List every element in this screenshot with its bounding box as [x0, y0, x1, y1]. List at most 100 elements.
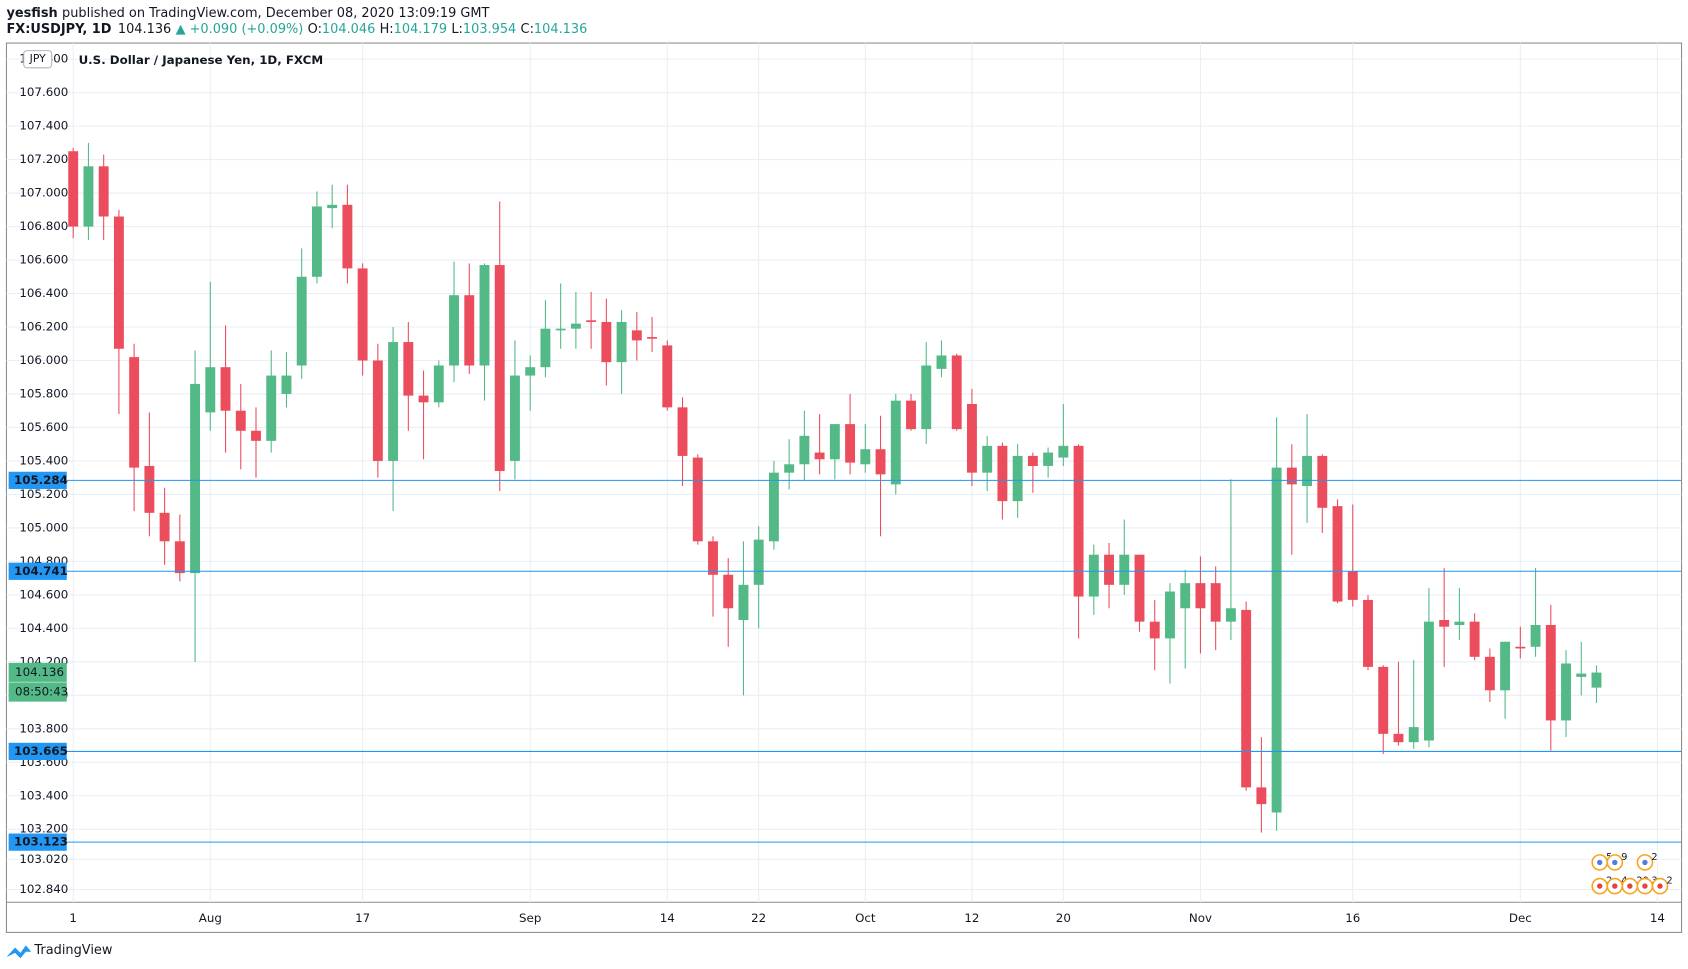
x-tick-label: Aug [199, 911, 222, 925]
candle-body [1408, 727, 1419, 743]
candle-body [357, 268, 368, 361]
candle-body [1545, 625, 1556, 721]
candle-body [1058, 445, 1069, 458]
candle-body [1302, 455, 1313, 487]
candle-body [1088, 554, 1099, 597]
candle-body [129, 357, 140, 468]
y-tick-label: 106.400 [19, 286, 68, 300]
event-dot [1597, 883, 1603, 889]
candle-body [662, 345, 673, 408]
header-line: yesfish published on TradingView.com, Dec… [6, 5, 489, 20]
event-count: 2 [1666, 876, 1672, 887]
candle-body [1256, 787, 1267, 805]
ohlc-label: O: [308, 22, 322, 37]
candle-body [890, 400, 901, 485]
brand-name: TradingView [33, 943, 112, 958]
candle-body [1332, 506, 1343, 602]
y-tick-label: 104.400 [19, 621, 68, 635]
candle-body [845, 424, 856, 463]
candle-body [1469, 621, 1480, 657]
y-tick-label: 107.200 [19, 152, 68, 166]
candle-body [1500, 641, 1511, 691]
currency-label: JPY [29, 52, 46, 65]
candle-body [311, 206, 322, 277]
currency-badge [23, 50, 53, 69]
candle-body [966, 404, 977, 473]
candle-body [388, 342, 399, 461]
candle-body [1378, 666, 1389, 734]
y-tick-label: 103.200 [19, 822, 68, 836]
price-line-badge [8, 562, 67, 580]
candle-body [1104, 554, 1114, 585]
candle-body [1439, 619, 1450, 627]
author: yesfish [6, 5, 57, 20]
ohlc-value: 104.179 [394, 22, 447, 37]
change: ▲ +0.090 (+0.09%) [176, 22, 304, 37]
candle-body [83, 166, 94, 227]
candle-body [723, 574, 734, 609]
x-tick-label: 16 [1345, 911, 1360, 925]
candle-body [1591, 672, 1602, 688]
y-tick-label: 102.840 [19, 882, 68, 896]
candle-body [1393, 733, 1404, 743]
candle-body [1119, 554, 1130, 585]
candle-body [449, 295, 459, 366]
candle-body [144, 465, 155, 513]
candle-body [1241, 609, 1252, 788]
brand: TradingView [6, 943, 113, 959]
candle-body [479, 265, 490, 366]
candle-body [677, 407, 688, 456]
event-dot [1657, 883, 1663, 889]
candle-body [647, 337, 658, 339]
candle-body [1149, 621, 1160, 639]
candle-body [235, 410, 246, 431]
candle-body [1317, 455, 1328, 508]
candle-body [281, 375, 292, 394]
candle-body [98, 166, 109, 217]
x-tick-label: 17 [355, 911, 370, 925]
candle-body [692, 457, 703, 542]
candle-body [342, 204, 353, 269]
candle-body [174, 541, 185, 574]
candle-body [464, 295, 475, 366]
event-dot [1642, 883, 1648, 889]
ohlc-label: H: [380, 22, 394, 37]
x-tick-label: Dec [1509, 911, 1532, 925]
candle-body [525, 367, 536, 376]
candle-body [753, 539, 764, 585]
price-line-badge [8, 742, 67, 761]
candle-body [784, 464, 795, 473]
y-tick-label: 107.600 [19, 85, 68, 99]
candle-body [1073, 445, 1084, 597]
y-tick-label: 103.020 [19, 852, 68, 866]
y-tick-label: 107.000 [19, 186, 68, 200]
y-tick-label: 105.600 [19, 420, 68, 434]
x-tick-label: 14 [660, 911, 675, 925]
candle-body [403, 342, 414, 396]
event-dot [1612, 859, 1618, 866]
candle-body [494, 265, 505, 471]
candle-body [555, 328, 566, 331]
y-tick-label: 106.600 [19, 253, 68, 267]
x-tick-label: 12 [964, 911, 979, 925]
candle-body [1271, 467, 1282, 813]
candle-body [1134, 554, 1145, 622]
candle-body [586, 320, 597, 322]
event-dot [1597, 859, 1603, 866]
candle-body [220, 367, 231, 411]
candle-body [738, 584, 749, 620]
ohlc-label: C: [521, 22, 534, 37]
candle-body [1225, 608, 1236, 622]
candle-body [1027, 455, 1038, 466]
event-dot [1627, 883, 1633, 889]
candle-body [799, 435, 810, 465]
x-tick-label: Oct [855, 911, 876, 925]
price-line-label: 105.284 [14, 473, 68, 487]
candle-body [906, 400, 916, 430]
frame [5, 42, 1683, 933]
candle-body [251, 430, 261, 441]
price-line-label: 103.123 [14, 835, 68, 849]
candle-body [266, 375, 277, 441]
candle-body [372, 360, 383, 461]
candle-body [1210, 583, 1221, 622]
